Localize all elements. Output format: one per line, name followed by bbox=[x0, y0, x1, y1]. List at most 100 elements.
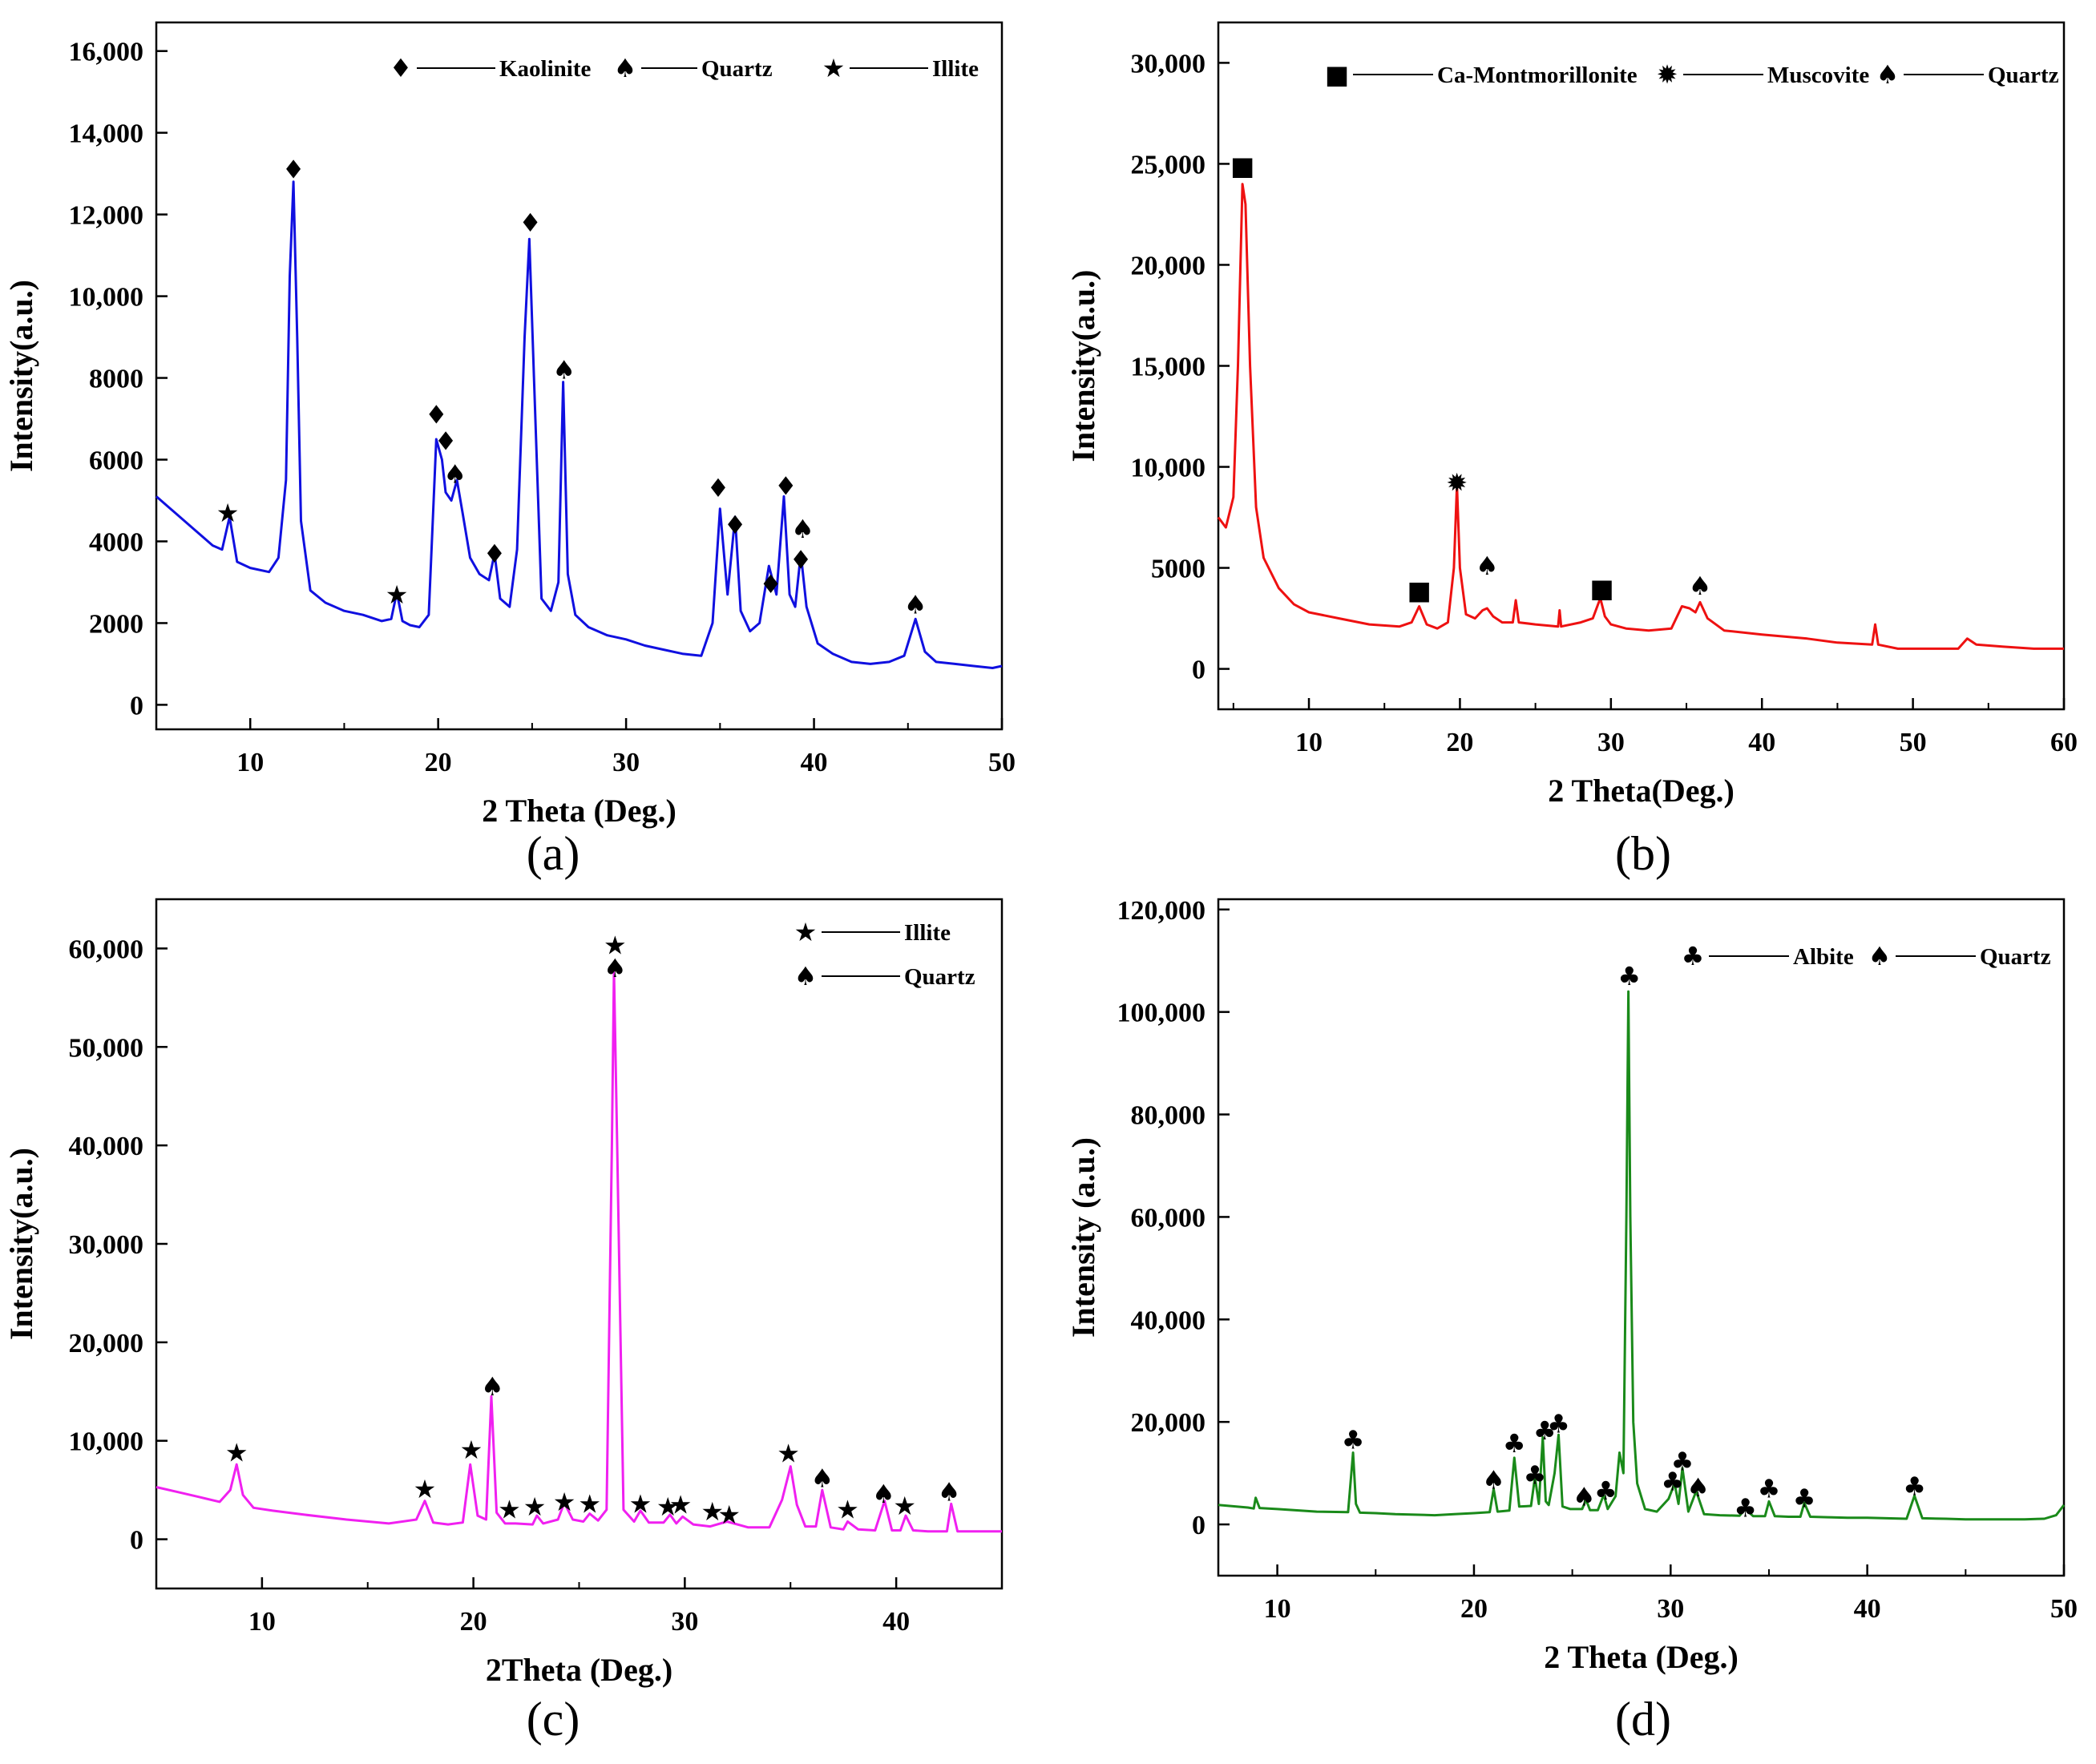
y-tick-label: 50,000 bbox=[69, 1033, 144, 1063]
peak-marker: ♦ bbox=[519, 208, 542, 238]
peak-marker: ♠ bbox=[552, 354, 575, 385]
peak-marker: ♠ bbox=[1689, 571, 1712, 601]
legend-marker: ♠ bbox=[1868, 941, 1892, 971]
y-tick-label: 30,000 bbox=[1131, 49, 1206, 79]
peak-marker: ♣ bbox=[1758, 1473, 1781, 1504]
legend-marker: ♠ bbox=[1876, 59, 1900, 90]
x-tick-label: 30 bbox=[1657, 1594, 1684, 1624]
peak-marker: ★ bbox=[777, 1439, 800, 1469]
peak-marker: ★ bbox=[523, 1492, 547, 1522]
legend-label: Quartz bbox=[1988, 63, 2059, 88]
legend-marker: ✹ bbox=[1657, 59, 1678, 90]
panel-label: (d) bbox=[1615, 1693, 1671, 1746]
legend-label: Quartz bbox=[1980, 944, 2051, 970]
y-tick-label: 0 bbox=[130, 1526, 143, 1556]
legend-label: Muscovite bbox=[1767, 63, 1869, 88]
peak-marker: ♠ bbox=[938, 1477, 961, 1508]
y-tick-label: 0 bbox=[1192, 1511, 1206, 1540]
legend-label: Illite bbox=[904, 920, 951, 946]
peak-marker: ♠ bbox=[904, 590, 927, 620]
y-tick-label: 14,000 bbox=[69, 119, 144, 149]
peak-marker: ★ bbox=[216, 498, 240, 528]
peak-marker: ♣ bbox=[1617, 961, 1641, 991]
y-tick-label: 10,000 bbox=[1131, 454, 1206, 483]
legend-label: Quartz bbox=[904, 964, 975, 990]
x-tick-label: 40 bbox=[882, 1607, 910, 1637]
xrd-series-line bbox=[1217, 183, 2064, 650]
y-tick-label: 10,000 bbox=[69, 1427, 144, 1457]
peak-marker: ♦ bbox=[724, 510, 747, 540]
x-tick-label: 20 bbox=[1460, 1594, 1488, 1624]
peak-marker: ♣ bbox=[1734, 1493, 1757, 1524]
peak-marker: ♦ bbox=[774, 471, 798, 502]
xrd-series-line bbox=[1218, 990, 2066, 1521]
y-tick-label: 0 bbox=[130, 691, 143, 721]
x-axis-title: 2Theta (Deg.) bbox=[486, 1652, 672, 1688]
peak-marker: ★ bbox=[656, 1492, 680, 1522]
peak-marker: ♠ bbox=[791, 514, 814, 544]
peak-marker: ★ bbox=[893, 1491, 916, 1521]
peak-marker: ♣ bbox=[1503, 1428, 1526, 1459]
peak-marker: ★ bbox=[669, 1490, 693, 1520]
peak-marker: ♣ bbox=[1671, 1446, 1694, 1476]
peak-marker: ★ bbox=[578, 1488, 601, 1519]
x-tick-label: 40 bbox=[1748, 728, 1775, 757]
x-tick-label: 20 bbox=[1446, 728, 1473, 757]
x-axis-title: 2 Theta (Deg.) bbox=[1544, 1639, 1739, 1675]
x-tick-label: 20 bbox=[425, 748, 452, 777]
peak-marker: ■ bbox=[1589, 573, 1613, 603]
peak-marker: ♣ bbox=[1524, 1460, 1547, 1491]
peak-marker: ♦ bbox=[282, 155, 305, 185]
y-tick-label: 10,000 bbox=[69, 283, 144, 313]
y-tick-label: 100,000 bbox=[1117, 999, 1206, 1028]
legend-marker: ♣ bbox=[1682, 941, 1705, 971]
x-tick-label: 30 bbox=[1597, 728, 1625, 757]
peak-marker: ♦ bbox=[434, 426, 458, 457]
y-tick-label: 80,000 bbox=[1131, 1101, 1206, 1131]
peak-marker: ♦ bbox=[790, 544, 813, 575]
panel-b: 10 20 30 40 50 60 0 5000 10,000 15,000 20,000 25,00… bbox=[1065, 21, 2078, 880]
peak-marker: ★ bbox=[386, 579, 409, 610]
legend-marker: ■ bbox=[1325, 59, 1349, 90]
plot-frame bbox=[155, 21, 1004, 731]
peak-marker: ■ bbox=[1230, 151, 1254, 181]
y-tick-label: 6000 bbox=[89, 446, 143, 476]
y-tick-label: 40,000 bbox=[69, 1132, 144, 1161]
panel-d: 10 20 30 40 50 0 20,000 40,000 60,000 80,000 100,0… bbox=[1065, 896, 2078, 1746]
peak-marker: ♠ bbox=[443, 458, 466, 489]
peak-marker: ★ bbox=[604, 930, 627, 961]
x-tick-label: 40 bbox=[801, 748, 828, 777]
y-tick-label: 0 bbox=[1192, 656, 1206, 685]
x-tick-label: 20 bbox=[460, 1607, 487, 1637]
peak-marker: ♠ bbox=[872, 1479, 895, 1509]
peak-marker: ✹ bbox=[1446, 468, 1468, 499]
legend-marker: ★ bbox=[794, 917, 818, 947]
peak-marker: ♣ bbox=[1661, 1466, 1684, 1496]
peak-marker: ♦ bbox=[759, 569, 782, 599]
x-tick-label: 50 bbox=[1900, 728, 1927, 757]
xrd-series-line bbox=[155, 180, 1003, 669]
legend-label: Illite bbox=[932, 56, 979, 82]
legend-marker: ★ bbox=[822, 53, 846, 83]
x-axis-title: 2 Theta(Deg.) bbox=[1548, 773, 1735, 809]
y-tick-label: 120,000 bbox=[1117, 896, 1206, 926]
x-tick-label: 30 bbox=[671, 1607, 698, 1637]
peak-marker: ♠ bbox=[1482, 1464, 1505, 1495]
panel-c: 10 20 30 40 0 10,000 20,000 30,000 40,000 50,000 6… bbox=[3, 898, 1004, 1746]
y-axis-title: Intensity(a.u.) bbox=[3, 1148, 39, 1340]
plot-frame bbox=[1217, 898, 2066, 1577]
y-tick-label: 60,000 bbox=[1131, 1203, 1206, 1233]
y-axis-title: Intensity(a.u.) bbox=[1065, 269, 1101, 462]
peak-marker: ★ bbox=[225, 1437, 248, 1467]
x-tick-label: 10 bbox=[1264, 1594, 1291, 1624]
x-tick-label: 10 bbox=[248, 1607, 276, 1637]
peak-marker: ♠ bbox=[604, 953, 627, 983]
peak-marker: ★ bbox=[836, 1495, 859, 1525]
x-tick-label: 10 bbox=[236, 748, 264, 777]
y-tick-label: 20,000 bbox=[1131, 1408, 1206, 1438]
panel-label: (a) bbox=[527, 827, 580, 880]
legend-label: Ca-Montmorillonite bbox=[1437, 63, 1638, 88]
x-tick-label: 60 bbox=[2050, 728, 2078, 757]
peak-marker: ♠ bbox=[1686, 1472, 1710, 1503]
y-tick-label: 8000 bbox=[89, 365, 143, 394]
